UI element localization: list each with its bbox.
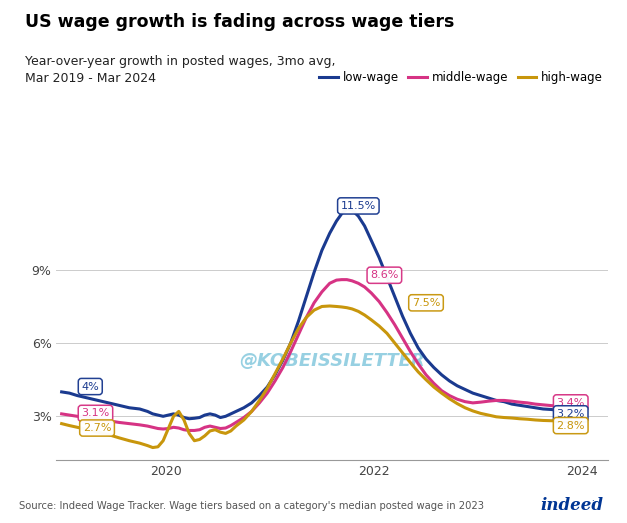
Text: 3.2%: 3.2% [557,409,585,419]
Text: 8.6%: 8.6% [370,270,399,280]
Text: US wage growth is fading across wage tiers: US wage growth is fading across wage tie… [25,13,455,31]
Text: 3.1%: 3.1% [82,408,110,418]
Text: 7.5%: 7.5% [412,298,440,308]
Text: 4%: 4% [82,382,99,392]
Text: 3.4%: 3.4% [557,398,585,408]
Text: Source: Indeed Wage Tracker. Wage tiers based on a category's median posted wage: Source: Indeed Wage Tracker. Wage tiers … [19,502,484,511]
Text: 2.8%: 2.8% [556,420,585,430]
Text: i: i [591,500,594,510]
Text: indeed: indeed [541,496,604,514]
Text: Year-over-year growth in posted wages, 3mo avg,
Mar 2019 - Mar 2024: Year-over-year growth in posted wages, 3… [25,55,335,85]
Text: @KOBEISSILETTER: @KOBEISSILETTER [240,351,425,370]
Text: 2.7%: 2.7% [83,423,111,433]
Legend: low-wage, middle-wage, high-wage: low-wage, middle-wage, high-wage [314,66,608,89]
Text: 11.5%: 11.5% [340,201,376,211]
